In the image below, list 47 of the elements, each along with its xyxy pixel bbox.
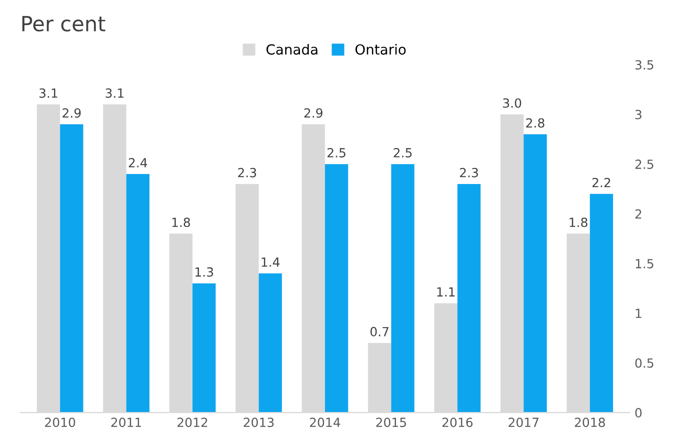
bar — [258, 273, 282, 413]
y-tick-label: 2.5 — [635, 160, 654, 169]
data-label: 2.9 — [304, 108, 322, 118]
y-tick-label: 1.5 — [636, 259, 654, 268]
bar — [126, 174, 150, 413]
data-label: 1.8 — [570, 218, 588, 228]
bar — [391, 164, 414, 413]
bar — [60, 124, 84, 413]
data-label: 1.4 — [262, 258, 280, 267]
y-axis-title: Per cent — [22, 16, 106, 32]
x-tick-label: 2015 — [376, 418, 406, 428]
legend-label: Ontario — [355, 44, 406, 55]
x-tick-label: 2014 — [310, 418, 340, 428]
data-label: 2.5 — [394, 148, 412, 158]
data-label: 1.1 — [437, 287, 455, 296]
data-label: 2.3 — [238, 168, 256, 178]
legend-label: Canada — [266, 44, 318, 55]
x-tick-label: 2011 — [111, 418, 142, 428]
data-label: 2.9 — [62, 108, 81, 118]
bar — [192, 283, 216, 413]
y-tick-label: 3 — [635, 110, 642, 120]
x-tick-label: 2016 — [442, 418, 473, 428]
data-label: 2.3 — [460, 168, 478, 178]
y-tick-label: 0.5 — [635, 358, 654, 368]
data-label: 2.4 — [128, 158, 148, 168]
x-tick-label: 2012 — [178, 418, 208, 428]
bar — [324, 164, 348, 413]
data-label: 3.1 — [106, 88, 124, 98]
data-label: 3.1 — [39, 88, 58, 98]
bar — [590, 194, 614, 413]
data-label: 1.8 — [172, 218, 190, 228]
y-tick-label: 3.5 — [635, 60, 654, 70]
bar — [524, 134, 547, 413]
data-label: 1.3 — [196, 267, 214, 277]
data-label: 2.5 — [328, 148, 346, 158]
bar — [457, 184, 481, 413]
y-tick-label: 2 — [635, 209, 642, 219]
data-label: 3.0 — [503, 98, 522, 108]
data-label: 0.7 — [370, 326, 388, 336]
data-label: 2.8 — [526, 118, 544, 128]
x-tick-label: 2013 — [244, 418, 274, 428]
x-tick-label: 2018 — [574, 418, 605, 428]
data-label: 2.2 — [592, 178, 610, 188]
y-tick-label: 1 — [636, 308, 642, 318]
x-tick-label: 2017 — [508, 418, 538, 428]
y-tick-label: 0 — [635, 408, 642, 418]
x-tick-label: 2010 — [45, 418, 76, 428]
